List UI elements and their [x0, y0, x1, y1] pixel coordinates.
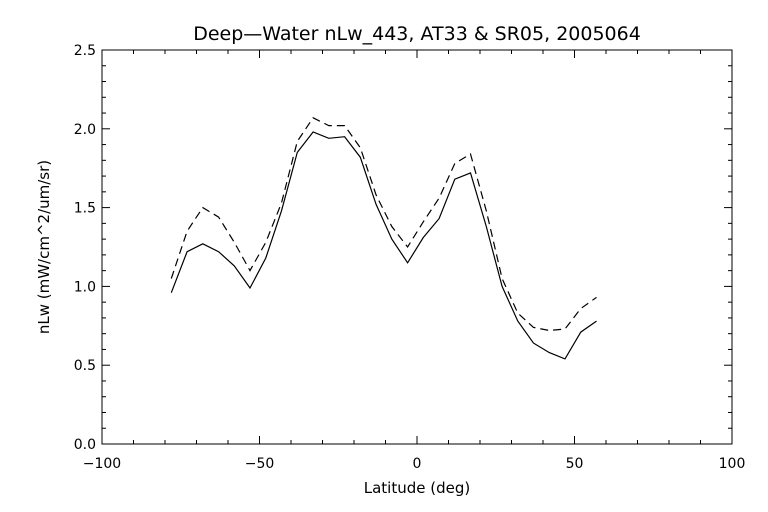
y-axis-label: nLw (mW/cm^2/um/sr): [35, 160, 53, 334]
x-tick-label: −100: [83, 456, 121, 472]
y-tick-label: 1.0: [74, 279, 96, 295]
series-group: [170, 117, 597, 360]
y-tick-label: 0.5: [74, 358, 96, 374]
x-tick-label: 0: [413, 456, 422, 472]
x-tick-label: −50: [245, 456, 275, 472]
y-tick-label: 0.0: [74, 437, 96, 453]
x-tick-label: 100: [719, 456, 746, 472]
x-tick-label: 50: [566, 456, 584, 472]
series-line-solid: [170, 131, 597, 360]
chart-title: Deep—Water nLw_443, AT33 & SR05, 2005064: [193, 23, 641, 45]
axes: −100 −50 0 50 100 0.0 0.5 1.0 1.5 2.0 2.5: [74, 43, 746, 472]
y-tick-label: 2.5: [74, 43, 96, 59]
y-tick-label: 1.5: [74, 201, 96, 217]
x-axis-label: Latitude (deg): [364, 479, 470, 497]
y-tick-label: 2.0: [74, 122, 96, 138]
